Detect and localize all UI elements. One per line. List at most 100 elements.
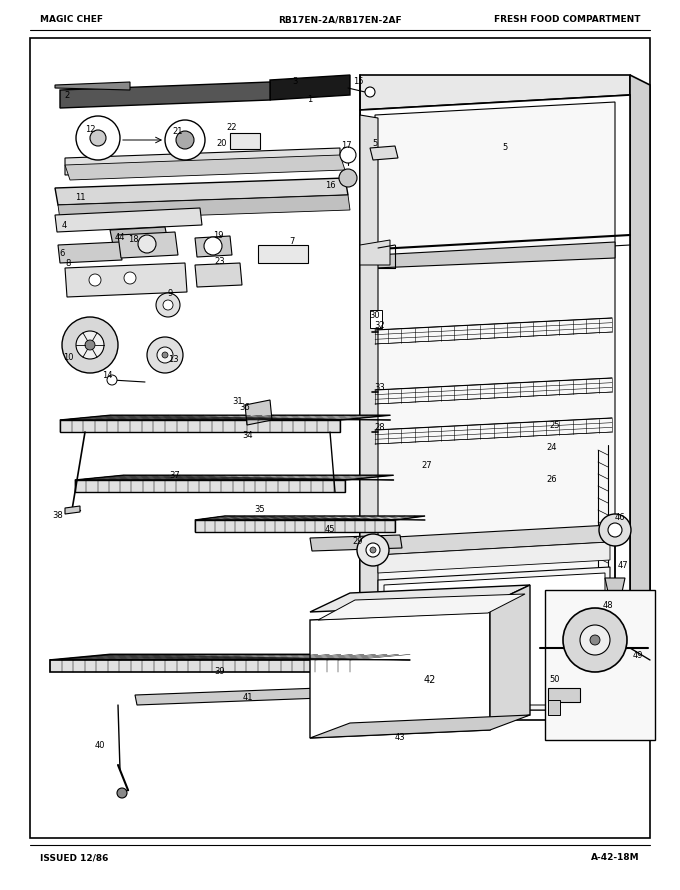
Polygon shape	[55, 178, 348, 205]
Bar	[75, 480, 345, 492]
Text: 9: 9	[167, 289, 173, 298]
Circle shape	[176, 131, 194, 149]
Text: 4: 4	[61, 221, 67, 230]
Text: 27: 27	[422, 460, 432, 470]
Text: 18: 18	[128, 236, 138, 245]
Polygon shape	[548, 688, 580, 702]
Bar	[50, 660, 350, 672]
Text: ISSUED 12/86: ISSUED 12/86	[40, 854, 108, 862]
Bar	[230, 133, 260, 149]
Circle shape	[117, 788, 127, 798]
Bar	[258, 245, 308, 263]
Text: 12: 12	[85, 125, 95, 134]
Text: 19: 19	[213, 231, 223, 239]
Bar	[195, 520, 395, 532]
Circle shape	[339, 169, 357, 187]
Circle shape	[365, 87, 375, 97]
Text: 33: 33	[375, 383, 386, 392]
Polygon shape	[135, 688, 322, 705]
Bar	[545, 590, 655, 740]
Text: 25: 25	[549, 420, 560, 430]
Text: 42: 42	[424, 675, 436, 685]
Circle shape	[370, 547, 376, 553]
Polygon shape	[65, 263, 187, 297]
Text: 35: 35	[255, 506, 265, 514]
Text: 43: 43	[394, 733, 405, 742]
Polygon shape	[310, 715, 530, 738]
Polygon shape	[375, 242, 615, 268]
Text: 5: 5	[503, 143, 508, 152]
Text: 39: 39	[215, 668, 225, 676]
Bar	[60, 420, 340, 432]
Text: 2: 2	[65, 91, 69, 100]
Circle shape	[580, 625, 610, 655]
Polygon shape	[375, 102, 615, 710]
Polygon shape	[65, 148, 340, 175]
Text: 7: 7	[289, 238, 294, 247]
Polygon shape	[58, 195, 350, 220]
Text: 1: 1	[307, 95, 313, 104]
Text: 40: 40	[95, 740, 105, 749]
Polygon shape	[60, 416, 390, 420]
Polygon shape	[605, 578, 625, 592]
Text: 14: 14	[102, 371, 112, 381]
Circle shape	[163, 300, 173, 310]
Text: 5: 5	[373, 139, 377, 148]
Text: 50: 50	[549, 676, 560, 684]
Bar	[370, 310, 382, 328]
Circle shape	[107, 375, 117, 385]
Circle shape	[90, 130, 106, 146]
Polygon shape	[360, 95, 630, 720]
Text: 17: 17	[341, 141, 352, 150]
Text: 45: 45	[325, 525, 335, 535]
Polygon shape	[195, 263, 242, 287]
Text: FRESH FOOD COMPARTMENT: FRESH FOOD COMPARTMENT	[494, 15, 640, 25]
Text: RB17EN-2A/RB17EN-2AF: RB17EN-2A/RB17EN-2AF	[278, 15, 402, 25]
Text: 47: 47	[617, 561, 628, 570]
Circle shape	[162, 352, 168, 358]
Circle shape	[89, 274, 101, 286]
Text: 21: 21	[173, 127, 183, 136]
Polygon shape	[318, 594, 525, 620]
Text: A-42-18M: A-42-18M	[592, 854, 640, 862]
Text: 46: 46	[615, 514, 626, 522]
Polygon shape	[50, 654, 410, 660]
Circle shape	[124, 272, 136, 284]
Polygon shape	[630, 75, 650, 720]
Polygon shape	[378, 542, 610, 573]
Text: 49: 49	[633, 651, 643, 659]
Circle shape	[590, 635, 600, 645]
Text: 3: 3	[292, 77, 298, 86]
Text: 36: 36	[239, 403, 250, 412]
Polygon shape	[110, 227, 168, 245]
Circle shape	[340, 147, 356, 163]
Polygon shape	[58, 242, 122, 263]
Text: 10: 10	[63, 353, 73, 362]
Polygon shape	[55, 208, 202, 232]
Polygon shape	[118, 232, 178, 258]
Text: 30: 30	[370, 311, 380, 320]
Polygon shape	[60, 82, 270, 108]
Polygon shape	[65, 506, 80, 514]
Circle shape	[147, 337, 183, 373]
Polygon shape	[370, 146, 398, 160]
Polygon shape	[310, 612, 490, 738]
Circle shape	[563, 608, 627, 672]
Polygon shape	[75, 475, 394, 480]
Text: 16: 16	[324, 181, 335, 190]
Polygon shape	[245, 400, 272, 425]
Circle shape	[76, 116, 120, 160]
Circle shape	[156, 293, 180, 317]
Text: 38: 38	[52, 511, 63, 520]
Polygon shape	[65, 155, 345, 180]
Text: 11: 11	[75, 192, 85, 201]
Polygon shape	[490, 585, 530, 723]
Polygon shape	[195, 236, 232, 257]
Polygon shape	[270, 75, 350, 100]
Text: 32: 32	[375, 321, 386, 330]
Polygon shape	[378, 525, 610, 555]
Text: 22: 22	[226, 124, 237, 133]
Text: 6: 6	[59, 248, 65, 257]
Polygon shape	[548, 700, 560, 715]
Circle shape	[138, 235, 156, 253]
